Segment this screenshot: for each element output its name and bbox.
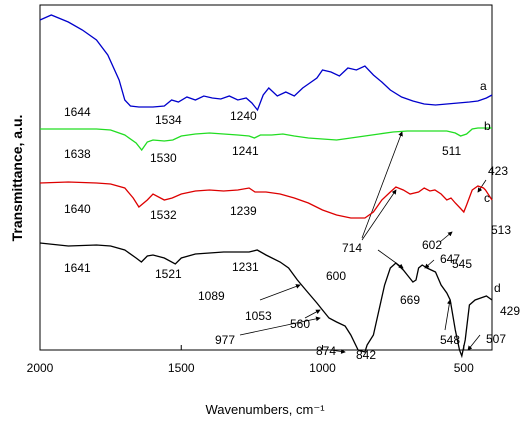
annotation: 1638: [64, 147, 91, 161]
annotation: 1241: [232, 144, 259, 158]
annotation: 602: [422, 238, 442, 252]
x-tick-label: 2000: [27, 361, 54, 375]
annotation: 507: [486, 332, 506, 346]
series-label: a: [480, 79, 487, 93]
annotation: 1053: [245, 309, 272, 323]
annotation: 1239: [230, 204, 257, 218]
x-tick-label: 500: [454, 361, 474, 375]
annotation: 842: [356, 348, 376, 362]
annotation: 977: [215, 333, 235, 347]
annotation: 1231: [232, 260, 259, 274]
annotation: 1640: [64, 202, 91, 216]
series-line: [39, 14, 493, 112]
annotation: 1240: [230, 109, 257, 123]
annotation: 874: [316, 344, 336, 358]
annotation: 1534: [155, 113, 182, 127]
annotation: 1532: [150, 208, 177, 222]
series-label: c: [484, 191, 490, 205]
annotation: 513: [491, 223, 511, 237]
annotation: 1530: [150, 151, 177, 165]
annotation: 669: [400, 293, 420, 307]
annotation: 1089: [198, 289, 225, 303]
x-tick-label: 1500: [168, 361, 195, 375]
annotation: 647: [440, 252, 460, 266]
y-axis-label: Transmittance, a.u.: [9, 115, 25, 242]
annotation: 423: [488, 164, 508, 178]
arrows: [239, 131, 487, 354]
series-label: b: [484, 119, 491, 133]
series-line: [39, 242, 493, 359]
annotation: 1521: [155, 267, 182, 281]
series-line: [39, 181, 493, 219]
x-tick-label: 1000: [309, 361, 336, 375]
annotation: 600: [326, 269, 346, 283]
annotation: 548: [440, 333, 460, 347]
annotation: 1641: [64, 261, 91, 275]
series-line: [40, 127, 492, 152]
series-label: d: [494, 281, 501, 295]
x-axis-label: Wavenumbers, cm⁻¹: [205, 402, 325, 417]
annotation: 1644: [64, 105, 91, 119]
annotation: 545: [452, 257, 472, 271]
annotation: 714: [342, 241, 362, 255]
annotation: 429: [500, 304, 520, 318]
annotation: 511: [442, 144, 461, 158]
annotation: 560: [290, 317, 310, 331]
plot-frame: [39, 4, 493, 351]
